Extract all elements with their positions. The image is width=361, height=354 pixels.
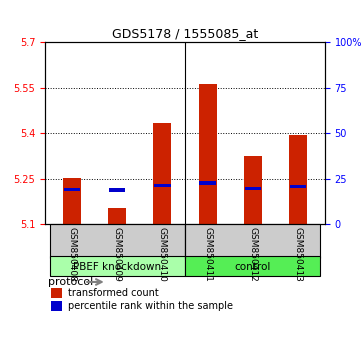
Text: GSM850412: GSM850412: [248, 227, 257, 281]
Text: protocol: protocol: [48, 277, 93, 287]
Text: transformed count: transformed count: [68, 288, 158, 298]
Text: PBEF knockdown: PBEF knockdown: [73, 262, 161, 272]
Text: percentile rank within the sample: percentile rank within the sample: [68, 302, 232, 312]
Bar: [199, 84, 217, 224]
FancyBboxPatch shape: [49, 224, 185, 258]
Bar: [153, 123, 171, 224]
Text: GSM850411: GSM850411: [203, 227, 212, 282]
Bar: [245, 187, 261, 190]
Bar: [109, 188, 126, 192]
Bar: [63, 178, 81, 224]
FancyBboxPatch shape: [49, 256, 185, 276]
Text: GSM850408: GSM850408: [68, 227, 77, 282]
FancyBboxPatch shape: [185, 224, 321, 258]
Bar: [200, 181, 216, 184]
Bar: [155, 184, 171, 187]
Bar: [64, 188, 80, 191]
Title: GDS5178 / 1555085_at: GDS5178 / 1555085_at: [112, 27, 258, 40]
Text: GSM850413: GSM850413: [293, 227, 302, 282]
Text: control: control: [235, 262, 271, 272]
Bar: [289, 136, 307, 224]
Bar: [290, 184, 306, 188]
Bar: [51, 288, 62, 298]
FancyBboxPatch shape: [185, 256, 321, 276]
Bar: [108, 207, 126, 224]
Text: GSM850410: GSM850410: [158, 227, 167, 282]
Bar: [244, 156, 262, 224]
Bar: [51, 302, 62, 311]
Text: GSM850409: GSM850409: [113, 227, 122, 282]
